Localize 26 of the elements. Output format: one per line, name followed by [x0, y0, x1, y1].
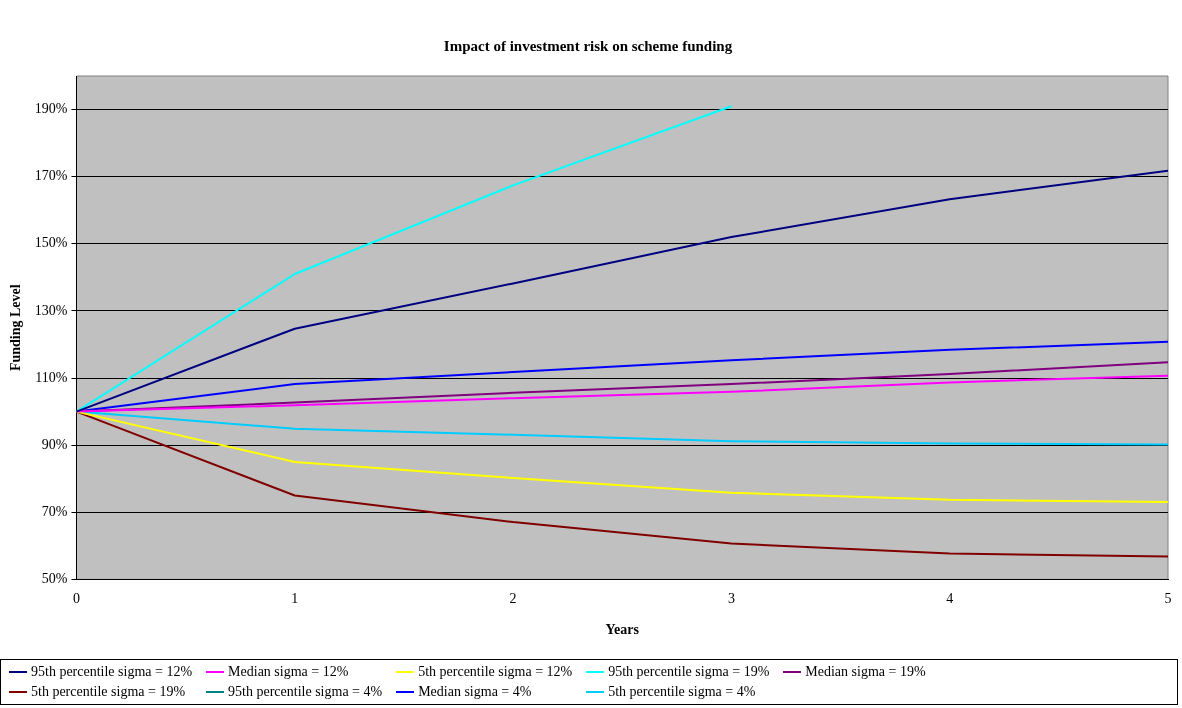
- x-tick-label: 5: [1164, 591, 1172, 607]
- legend-label: 5th percentile sigma = 12%: [418, 663, 573, 681]
- y-tick-label: 150%: [34, 235, 68, 251]
- x-tick-label: 2: [509, 591, 517, 607]
- y-tick-label: 90%: [41, 436, 68, 452]
- y-tick-label: 170%: [34, 168, 68, 184]
- legend-label: Median sigma = 4%: [418, 683, 532, 701]
- y-tick-label: 190%: [34, 101, 68, 117]
- legend-label: 5th percentile sigma = 19%: [31, 683, 186, 701]
- x-axis-title: Years: [605, 622, 640, 638]
- x-tick-label: 0: [72, 591, 80, 607]
- y-tick-label: 70%: [41, 503, 68, 519]
- legend-label: Median sigma = 19%: [805, 663, 926, 681]
- y-tick-label: 110%: [35, 369, 68, 385]
- legend-label: 95th percentile sigma = 19%: [608, 663, 770, 681]
- x-tick-label: 4: [946, 591, 954, 607]
- x-tick-label: 1: [291, 591, 299, 607]
- legend-label: 5th percentile sigma = 4%: [608, 683, 756, 701]
- chart-title: Impact of investment risk on scheme funding: [443, 37, 733, 54]
- y-tick-label: 130%: [34, 302, 68, 318]
- y-axis-title: Funding Level: [8, 284, 24, 372]
- legend-label: 95th percentile sigma = 12%: [31, 663, 193, 681]
- legend-label: 95th percentile sigma = 4%: [228, 683, 383, 701]
- legend-label: Median sigma = 12%: [228, 663, 349, 681]
- y-tick-label: 50%: [41, 571, 68, 587]
- x-tick-label: 3: [727, 591, 735, 607]
